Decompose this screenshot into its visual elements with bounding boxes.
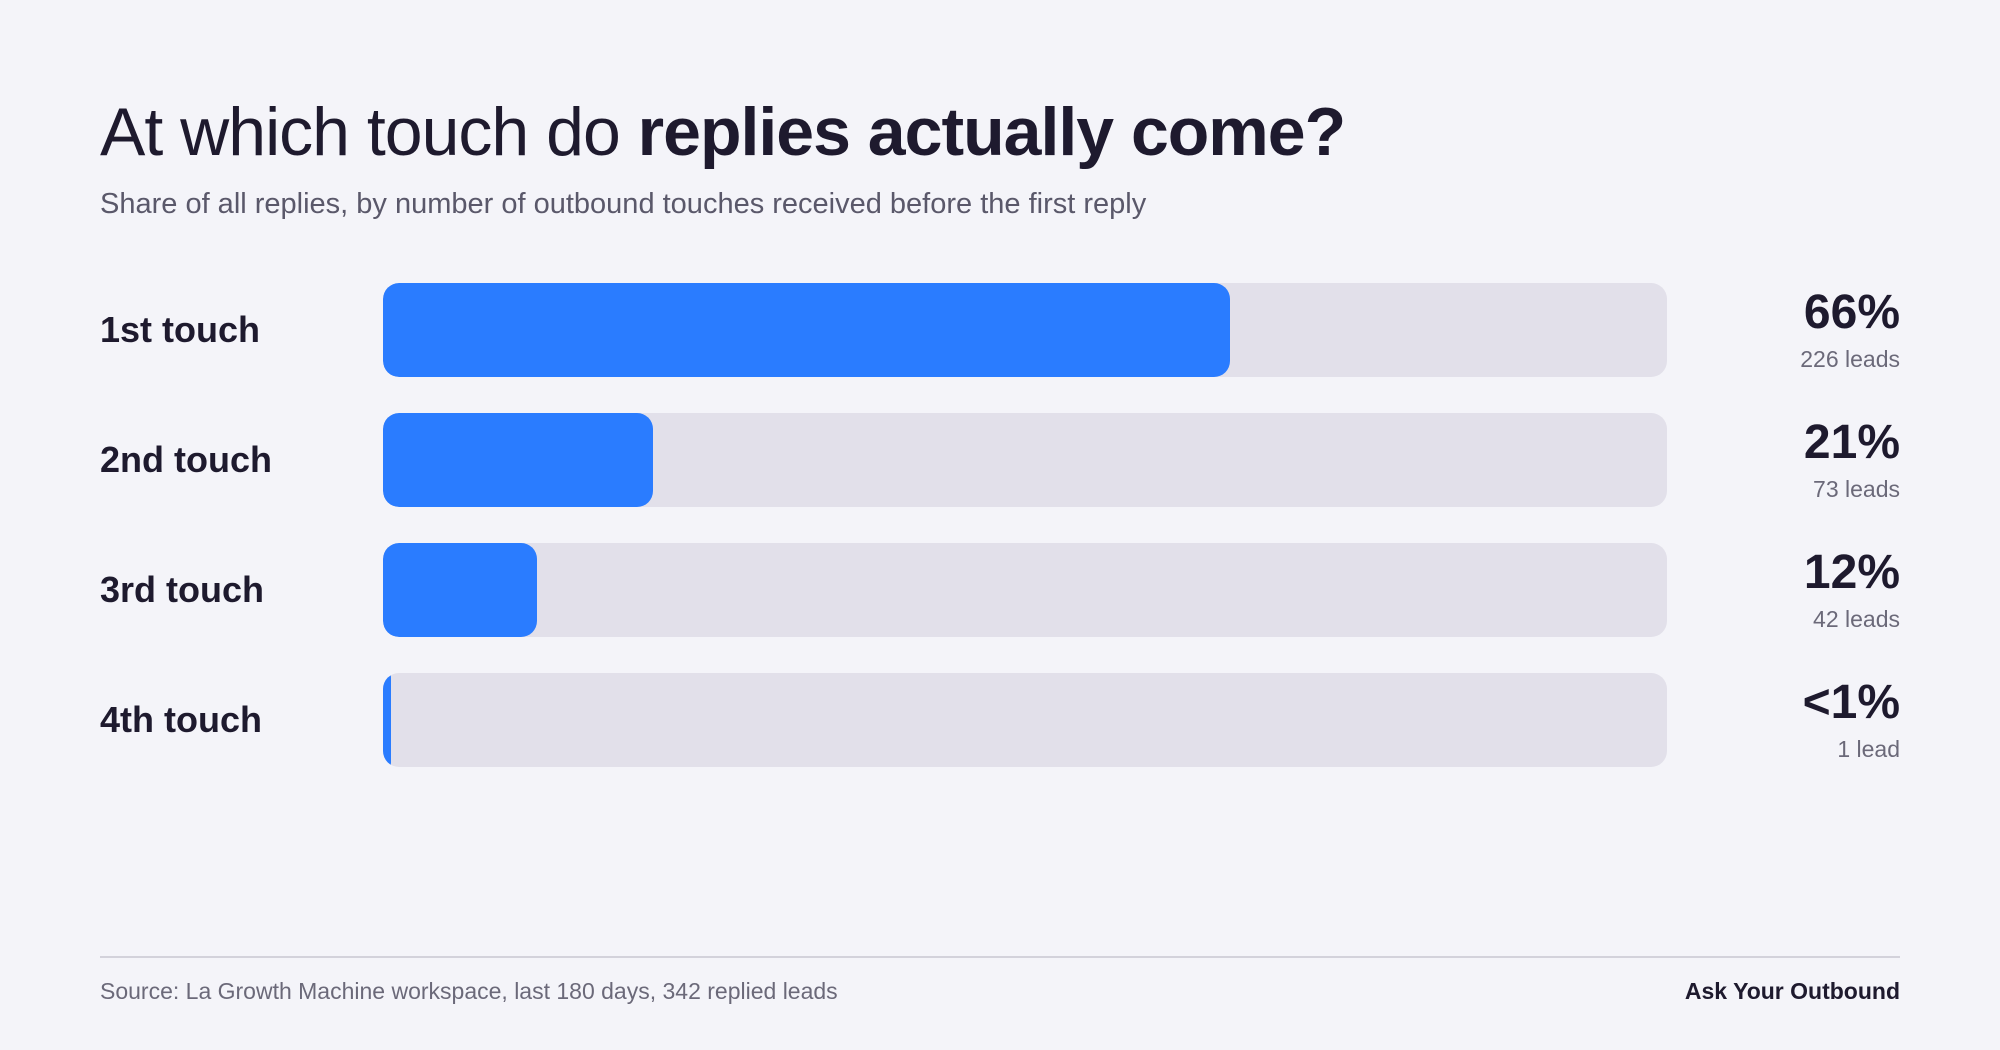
bar-value-label: 12%: [1803, 546, 1900, 599]
bar-lead-count: 226 leads: [1800, 346, 1900, 372]
bar-fill: [383, 283, 1230, 377]
bar-lead-count: 73 leads: [1813, 476, 1900, 502]
chart-title-regular: At which touch do: [100, 94, 621, 170]
bar-category-label: 2nd touch: [100, 439, 272, 480]
bar-lead-count: 1 lead: [1837, 736, 1900, 762]
footer-divider: [100, 956, 1900, 958]
bar-track: [383, 673, 1667, 767]
bar-value-label: 66%: [1803, 286, 1900, 339]
bar-category-label: 4th touch: [100, 699, 262, 740]
bar-fill: [383, 673, 391, 767]
bar-category-label: 1st touch: [100, 309, 261, 350]
bar-lead-count: 42 leads: [1813, 606, 1900, 632]
bar-track: [383, 283, 1667, 377]
bar-category-label: 3rd touch: [100, 569, 265, 610]
bar-row: 3rd touch 12% 42 leads: [0, 543, 2000, 637]
bar-value-label: <1%: [1802, 676, 1900, 729]
bar-track: [383, 543, 1667, 637]
bar-row: 2nd touch 21% 73 leads: [0, 413, 2000, 507]
bar-track: [383, 413, 1667, 507]
bar-row: 1st touch 66% 226 leads: [0, 283, 2000, 377]
chart-title: At which touch do replies actually come?: [100, 92, 1346, 172]
bar-row: 4th touch <1% 1 lead: [0, 673, 2000, 767]
chart-subtitle: Share of all replies, by number of outbo…: [100, 188, 1147, 220]
bar-value-label: 21%: [1803, 416, 1900, 469]
brand-name: Ask Your Outbound: [1684, 978, 1900, 1004]
bar-fill: [383, 413, 653, 507]
source-note: Source: La Growth Machine workspace, las…: [100, 978, 838, 1004]
chart-title-bold: replies actually come?: [637, 94, 1346, 170]
bar-fill: [383, 543, 537, 637]
